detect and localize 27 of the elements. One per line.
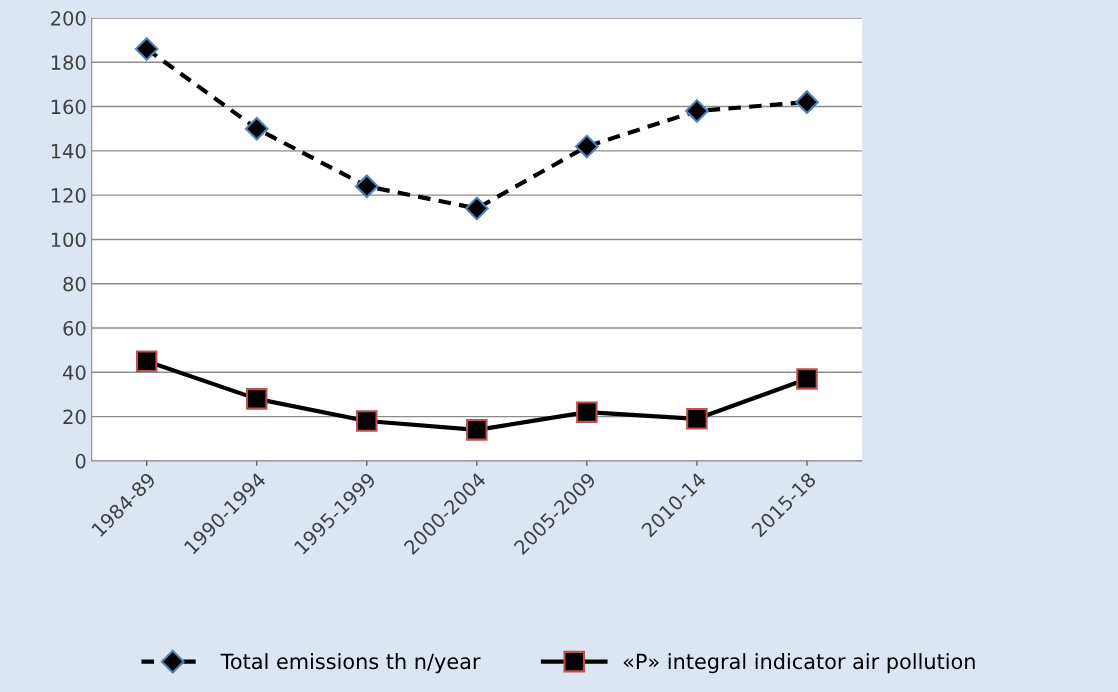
point: [464, 196, 489, 221]
point: [354, 174, 379, 199]
y-tick-label: 140: [51, 143, 86, 159]
y-tick-label: 0: [75, 453, 86, 469]
point: [356, 410, 378, 432]
legend-label: «P» integral indicator air pollution: [623, 653, 975, 674]
point: [466, 419, 488, 441]
point: [685, 99, 709, 123]
y-tick-label: 20: [63, 409, 86, 425]
point: [244, 116, 269, 141]
point: [134, 37, 159, 61]
point: [575, 134, 599, 159]
y-tick-label: 100: [51, 232, 86, 248]
y-tick-label: 60: [63, 320, 86, 336]
legend-label: Total emissions th n/year: [220, 653, 481, 674]
point: [796, 368, 818, 390]
y-tick-label: 160: [51, 99, 86, 115]
y-tick-label: 120: [51, 188, 86, 203]
point: [135, 350, 158, 372]
y-tick-label: 180: [51, 55, 86, 70]
point: [686, 408, 708, 430]
point: [576, 401, 598, 423]
point: [795, 90, 819, 114]
y-tick-label: 200: [51, 10, 86, 26]
point: [245, 388, 268, 410]
y-tick-label: 40: [63, 365, 86, 380]
y-tick-label: 80: [63, 276, 86, 292]
